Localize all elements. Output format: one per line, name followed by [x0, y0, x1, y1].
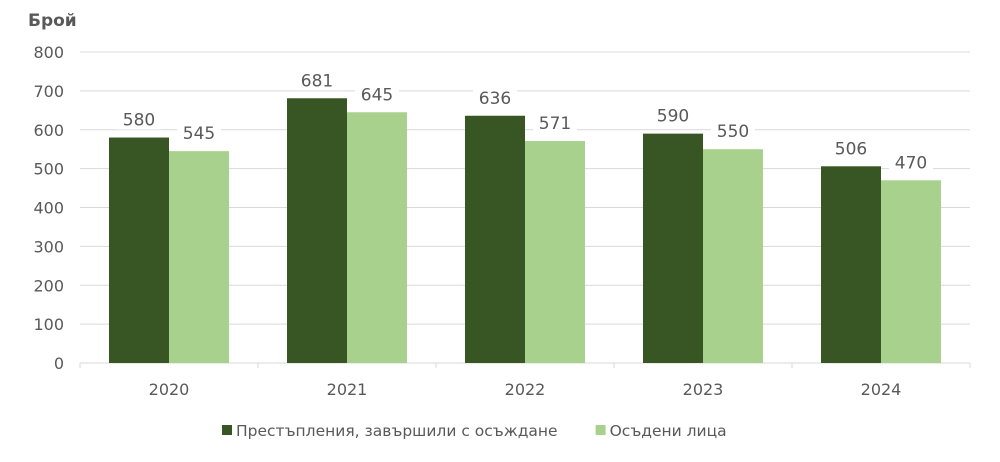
- data-label-bg: [889, 150, 933, 173]
- y-tick-label: 200: [33, 276, 64, 295]
- y-axis-title: Брой: [28, 11, 77, 31]
- data-label-bg: [711, 119, 755, 142]
- legend-swatch: [222, 425, 232, 435]
- legend-label: Осъдени лица: [610, 422, 727, 440]
- data-label-bg: [117, 107, 161, 130]
- legend-label: Престъпления, завършили с осъждане: [236, 422, 558, 440]
- data-label: 590: [657, 107, 689, 127]
- y-tick-label: 700: [33, 82, 64, 101]
- data-label-bg: [533, 111, 577, 134]
- x-tick-label: 2024: [861, 380, 902, 399]
- data-label-bg: [177, 121, 221, 144]
- y-tick-label: 800: [33, 43, 64, 62]
- bar: [643, 133, 703, 363]
- y-tick-label: 500: [33, 160, 64, 179]
- bar: [881, 180, 941, 363]
- data-label: 545: [183, 124, 215, 144]
- x-tick-label: 2021: [327, 380, 368, 399]
- bar: [169, 151, 229, 363]
- data-label: 681: [301, 71, 333, 91]
- y-tick-label: 300: [33, 237, 64, 256]
- y-tick-label: 0: [54, 354, 64, 373]
- data-label-bg: [355, 82, 399, 105]
- data-label: 470: [895, 153, 927, 173]
- bar: [525, 141, 585, 363]
- x-tick-label: 2022: [505, 380, 546, 399]
- bar: [821, 166, 881, 363]
- x-tick-label: 2020: [149, 380, 190, 399]
- data-label-bg: [473, 85, 517, 108]
- bar: [109, 137, 169, 363]
- legend-swatch: [595, 425, 606, 435]
- bar: [287, 98, 347, 363]
- data-label: 506: [835, 139, 867, 159]
- y-tick-label: 400: [33, 199, 64, 218]
- bar: [703, 149, 763, 363]
- data-label-bg: [295, 68, 339, 91]
- x-tick-label: 2023: [683, 380, 724, 399]
- data-label-bg: [829, 136, 873, 159]
- y-tick-label: 100: [33, 315, 64, 334]
- data-label: 550: [717, 122, 749, 142]
- y-tick-label: 600: [33, 121, 64, 140]
- data-label: 571: [539, 114, 571, 134]
- data-label: 645: [361, 85, 393, 105]
- bar: [347, 112, 407, 363]
- data-label-bg: [651, 103, 695, 126]
- bar: [465, 115, 525, 363]
- data-label: 636: [479, 89, 511, 109]
- data-label: 580: [123, 111, 155, 131]
